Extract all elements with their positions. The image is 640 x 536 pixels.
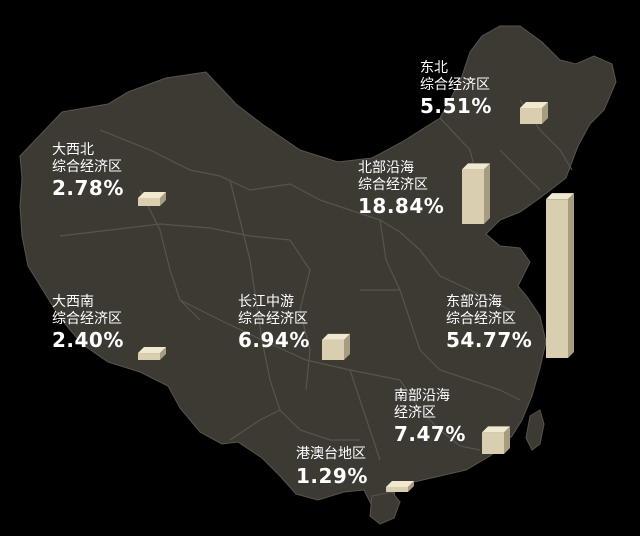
region-name-line1: 大西北 <box>52 142 94 158</box>
region-name-line1: 北部沿海 <box>358 160 414 176</box>
bar-northeast <box>520 102 548 124</box>
region-name-line2: 经济区 <box>394 404 436 421</box>
bar-top-face <box>520 102 548 109</box>
region-name-line2: 综合经济区 <box>446 310 516 327</box>
bar-eastern-coastal <box>546 193 574 358</box>
region-name-line1: 港澳台地区 <box>296 446 366 462</box>
bar-top-face <box>482 426 510 433</box>
bar-front-face <box>322 339 344 360</box>
bar-side-face <box>344 333 350 360</box>
region-name-line1: 大西南 <box>52 294 94 310</box>
region-percent: 54.77% <box>446 328 533 353</box>
region-name-line1: 东部沿海 <box>446 294 502 310</box>
region-label-middle-yangtze: 长江中游 综合经济区 6.94% <box>238 294 310 353</box>
hainan-island-shape <box>369 491 401 525</box>
bar-front-face <box>546 199 568 358</box>
bar-side-face <box>408 481 414 492</box>
region-name-line1: 长江中游 <box>238 294 294 310</box>
bar-hk-macao-taiwan <box>386 481 414 492</box>
bar-side-face <box>160 347 166 360</box>
bar-top-face <box>462 163 490 170</box>
region-percent: 1.29% <box>296 463 368 488</box>
region-name-line2: 综合经济区 <box>420 76 490 93</box>
bar-side-face <box>484 163 490 224</box>
bar-side-face <box>160 191 166 206</box>
bar-great-northwest <box>138 191 166 206</box>
region-percent: 2.78% <box>52 176 124 201</box>
region-label-northern-coastal: 北部沿海 综合经济区 18.84% <box>358 160 444 219</box>
region-percent: 7.47% <box>394 422 466 447</box>
bar-front-face <box>386 487 408 492</box>
region-label-southern-coastal: 南部沿海 经济区 7.47% <box>394 388 466 447</box>
region-name-line2: 综合经济区 <box>52 158 122 175</box>
region-label-great-northwest: 大西北 综合经济区 2.78% <box>52 142 124 201</box>
bar-side-face <box>542 102 548 124</box>
taiwan-island-shape <box>525 409 545 451</box>
region-label-northeast: 东北 综合经济区 5.51% <box>420 60 492 119</box>
region-name-line2: 综合经济区 <box>52 310 122 327</box>
region-percent: 5.51% <box>420 94 492 119</box>
bar-northern-coastal <box>462 163 490 224</box>
region-percent: 18.84% <box>358 194 445 219</box>
region-name-line2: 综合经济区 <box>358 176 428 193</box>
region-name-line1: 南部沿海 <box>394 388 450 404</box>
bar-side-face <box>568 193 574 358</box>
bar-top-face <box>386 481 414 487</box>
bar-top-face <box>138 191 166 198</box>
region-label-eastern-coastal: 东部沿海 综合经济区 54.77% <box>446 294 532 353</box>
bar-front-face <box>138 353 160 360</box>
bar-front-face <box>138 197 160 206</box>
region-percent: 2.40% <box>52 328 124 353</box>
region-label-great-southwest: 大西南 综合经济区 2.40% <box>52 294 124 353</box>
bars-layer <box>138 102 574 492</box>
bar-front-face <box>482 432 504 454</box>
bar-front-face <box>462 169 484 224</box>
bar-middle-yangtze <box>322 333 350 360</box>
bar-front-face <box>520 108 542 124</box>
region-name-line1: 东北 <box>420 60 448 76</box>
region-percent: 6.94% <box>238 328 310 353</box>
region-label-hk-macao-taiwan: 港澳台地区 1.29% <box>296 446 368 488</box>
region-name-line2: 综合经济区 <box>238 310 308 327</box>
bar-great-southwest <box>138 347 166 360</box>
bar-top-face <box>546 193 574 200</box>
bar-top-face <box>138 347 166 354</box>
bar-side-face <box>504 426 510 454</box>
bar-southern-coastal <box>482 426 510 454</box>
bar-top-face <box>322 333 350 340</box>
